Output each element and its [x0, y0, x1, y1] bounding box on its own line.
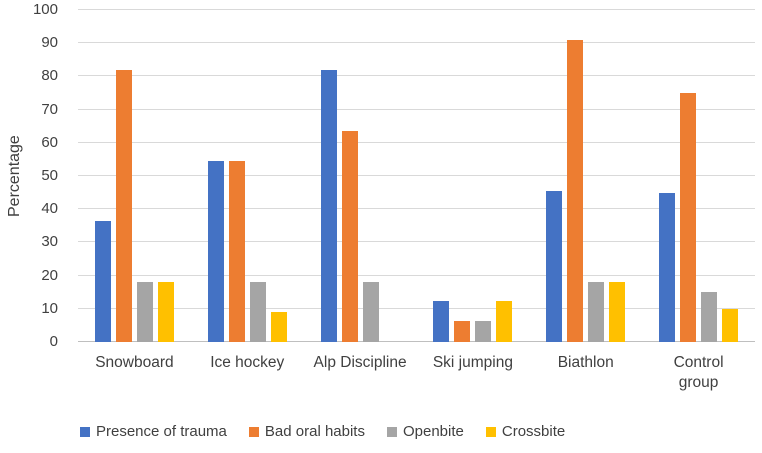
bar — [320, 70, 337, 342]
bar-group — [529, 10, 642, 342]
y-tick-label: 60 — [41, 133, 58, 151]
bar — [475, 321, 492, 342]
gridline — [78, 9, 755, 10]
x-axis-label: Ski jumping — [432, 354, 513, 371]
y-tick-label: 40 — [41, 200, 58, 218]
bar-group — [642, 10, 755, 342]
y-tick-label: 100 — [32, 1, 58, 18]
x-axis-label: Alp Discipline — [313, 354, 407, 371]
gridline — [78, 208, 755, 210]
legend-swatch — [386, 426, 397, 437]
bar-series-area — [78, 10, 755, 342]
legend-label: Bad oral habits — [264, 423, 365, 440]
bar-group — [191, 10, 304, 342]
bar — [228, 161, 245, 342]
bar — [157, 281, 174, 342]
legend-item: Crossbite — [485, 423, 566, 440]
gridline — [78, 241, 755, 243]
x-axis-label: Ice hockey — [210, 354, 285, 371]
bar — [207, 161, 224, 342]
legend-label: Openbite — [402, 423, 464, 440]
y-tick-label: 0 — [49, 333, 58, 350]
bar — [136, 281, 153, 342]
legend-item: Openbite — [386, 423, 464, 440]
y-tick-label: 70 — [41, 100, 58, 118]
legend-label: Crossbite — [501, 423, 566, 440]
x-axis-line — [78, 341, 755, 342]
bar-group — [78, 10, 191, 342]
gridline — [78, 108, 755, 110]
bar — [722, 308, 739, 342]
y-tick-label: 10 — [41, 299, 58, 317]
bar — [659, 192, 676, 342]
y-tick-label: 30 — [41, 233, 58, 251]
y-tick-label: 20 — [41, 266, 58, 284]
y-tick-label: 50 — [41, 167, 58, 184]
x-axis-label: Snowboard — [95, 354, 174, 371]
bar — [362, 281, 379, 342]
legend-swatch — [248, 426, 259, 437]
bar — [546, 190, 563, 342]
bar — [454, 321, 471, 342]
legend-swatch — [80, 426, 90, 437]
bar — [249, 281, 266, 342]
bar — [341, 130, 358, 342]
bar — [609, 281, 626, 342]
legend-item: Presence of trauma — [80, 423, 227, 440]
gridline — [78, 75, 755, 77]
y-tick-label: 80 — [41, 67, 58, 85]
gridline — [78, 141, 755, 143]
gridline — [78, 42, 755, 44]
gridline — [78, 274, 755, 276]
legend-label: Presence of trauma — [96, 423, 227, 440]
gridline — [78, 307, 755, 309]
bar — [496, 300, 513, 342]
legend-item: Bad oral habits — [248, 423, 365, 440]
legend: Presence of trauma Bad oral habits Openbit… — [80, 423, 565, 440]
bar — [115, 70, 132, 342]
bar — [588, 281, 605, 342]
gridline — [78, 175, 755, 176]
bar — [270, 311, 287, 342]
legend-swatch — [485, 426, 496, 437]
y-tick-label: 90 — [41, 34, 58, 52]
x-axis-label: Control group — [673, 354, 724, 391]
bar — [433, 300, 450, 342]
y-axis-ticks: 0 10 20 30 40 50 60 70 80 90 100 — [0, 0, 58, 352]
bar — [94, 221, 111, 342]
bar-group — [416, 10, 529, 342]
bar-group — [304, 10, 417, 342]
x-axis-labels: Snowboard Ice hockey Alp Discipline Ski jum… — [78, 353, 755, 393]
plot-area — [78, 9, 755, 342]
bar — [567, 40, 584, 342]
bar — [680, 93, 697, 342]
bar — [701, 292, 718, 342]
x-axis-label: Biathlon — [557, 354, 614, 371]
